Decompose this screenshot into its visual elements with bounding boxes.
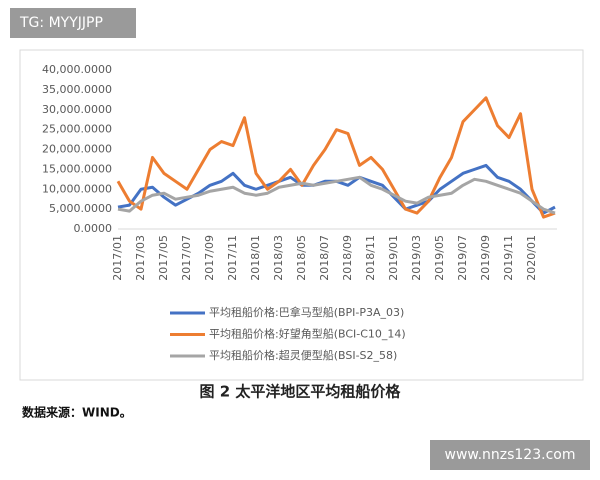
y-tick-label: 40,000.0000 bbox=[42, 63, 112, 76]
x-tick-label: 2018/07 bbox=[318, 235, 331, 281]
y-tick-label: 5,000.0000 bbox=[49, 202, 112, 215]
chart-title: 图 2 太平洋地区平均租船价格 bbox=[200, 383, 402, 401]
x-tick-label: 2018/11 bbox=[364, 235, 377, 281]
y-tick-label: 25,000.0000 bbox=[42, 123, 112, 136]
x-tick-label: 2017/09 bbox=[203, 235, 216, 281]
y-tick-label: 30,000.0000 bbox=[42, 103, 112, 116]
x-tick-label: 2018/03 bbox=[272, 235, 285, 281]
y-tick-label: 20,000.0000 bbox=[42, 143, 112, 156]
y-tick-label: 15,000.0000 bbox=[42, 162, 112, 175]
y-tick-label: 35,000.0000 bbox=[42, 83, 112, 96]
legend-label: 平均租船价格:好望角型船(BCI-C10_14) bbox=[209, 327, 406, 341]
legend-label: 平均租船价格:巴拿马型船(BPI-P3A_03) bbox=[209, 305, 404, 319]
x-tick-label: 2020/01 bbox=[525, 235, 538, 281]
source-note: 数据来源：WIND。 bbox=[22, 405, 132, 420]
y-tick-label: 10,000.0000 bbox=[42, 182, 112, 195]
watermark: www.nnzs123.com bbox=[445, 447, 576, 463]
series-line bbox=[117, 175, 556, 215]
watermark-box bbox=[10, 8, 136, 38]
series-line bbox=[116, 96, 556, 219]
x-tick-label: 2019/07 bbox=[456, 235, 469, 281]
legend-label: 平均租船价格:超灵便型船(BSI-S2_58) bbox=[209, 348, 397, 362]
x-tick-label: 2018/05 bbox=[295, 235, 308, 281]
watermark-box bbox=[430, 440, 590, 470]
x-tick-label: 2019/11 bbox=[502, 235, 515, 281]
x-tick-label: 2017/01 bbox=[111, 235, 124, 281]
x-tick-label: 2018/01 bbox=[249, 235, 262, 281]
x-tick-label: 2019/09 bbox=[479, 235, 492, 281]
watermark: TG: MYYJJPP bbox=[19, 15, 103, 31]
x-tick-label: 2017/07 bbox=[180, 235, 193, 281]
x-tick-label: 2017/05 bbox=[157, 235, 170, 281]
x-tick-label: 2019/05 bbox=[433, 235, 446, 281]
x-tick-label: 2017/03 bbox=[134, 235, 147, 281]
x-tick-label: 2017/11 bbox=[226, 235, 239, 281]
x-tick-label: 2019/03 bbox=[410, 235, 423, 281]
x-tick-label: 2019/01 bbox=[387, 235, 400, 281]
x-tick-label: 2018/09 bbox=[341, 235, 354, 281]
y-tick-label: 0.0000 bbox=[74, 222, 113, 235]
